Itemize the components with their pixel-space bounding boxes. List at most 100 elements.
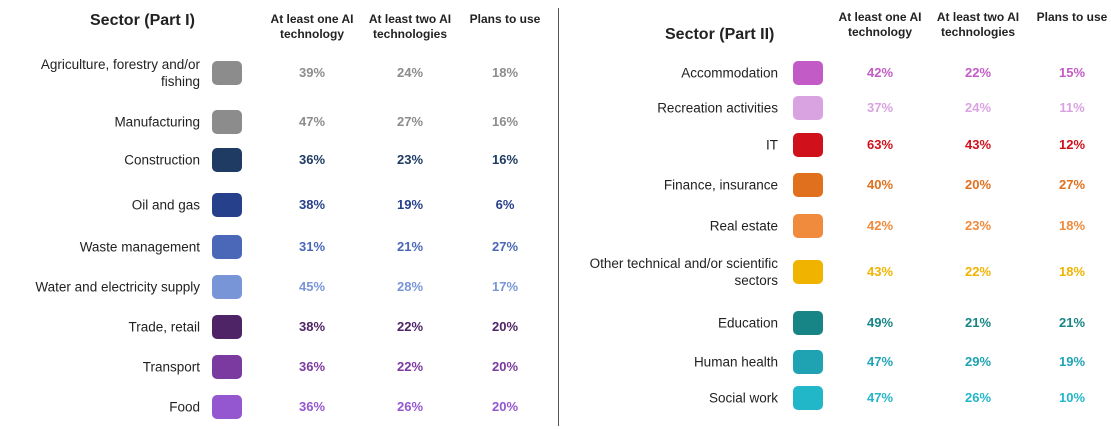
value-cell: 47%: [298, 114, 326, 129]
value-cell: 29%: [964, 354, 992, 369]
value-cell: 20%: [964, 177, 992, 192]
sector-icon: [793, 214, 823, 238]
sector-icon: [212, 61, 242, 85]
value-cell: 23%: [964, 218, 992, 233]
value-cell: 21%: [1058, 315, 1086, 330]
value-cell: 6%: [495, 197, 515, 212]
sector-icon: [212, 395, 242, 419]
value-cell: 16%: [491, 114, 519, 129]
value-cell: 26%: [396, 399, 424, 414]
sector-icon: [793, 133, 823, 157]
value-cell: 37%: [866, 100, 894, 115]
sector-icon: [793, 96, 823, 120]
value-cell: 22%: [396, 319, 424, 334]
sector-icon: [212, 275, 242, 299]
value-cell: 20%: [491, 399, 519, 414]
value-cell: 22%: [964, 264, 992, 279]
value-cell: 24%: [396, 65, 424, 80]
value-cell: 27%: [1058, 177, 1086, 192]
value-cell: 24%: [964, 100, 992, 115]
sector-label: Manufacturing: [114, 114, 200, 130]
column-header: Plans to use: [1036, 10, 1108, 24]
value-cell: 47%: [866, 390, 894, 405]
sector-label: Oil and gas: [131, 197, 200, 213]
sector-label: Finance, insurance: [663, 177, 778, 193]
sector-icon: [793, 260, 823, 284]
sector-label: Accommodation: [681, 65, 778, 81]
value-cell: 10%: [1058, 390, 1086, 405]
value-cell: 22%: [964, 65, 992, 80]
sector-label: Waste management: [79, 239, 200, 255]
sector-label: Food: [169, 399, 200, 415]
sector-label: IT: [766, 137, 778, 153]
value-cell: 38%: [298, 197, 326, 212]
value-cell: 12%: [1058, 137, 1086, 152]
value-cell: 17%: [491, 279, 519, 294]
value-cell: 36%: [298, 152, 326, 167]
value-cell: 16%: [491, 152, 519, 167]
value-cell: 45%: [298, 279, 326, 294]
value-cell: 22%: [396, 359, 424, 374]
value-cell: 39%: [298, 65, 326, 80]
sector-label: Other technical and/or scientific sector…: [589, 256, 778, 288]
value-cell: 15%: [1058, 65, 1086, 80]
value-cell: 26%: [964, 390, 992, 405]
value-cell: 43%: [866, 264, 894, 279]
sector-label: Water and electricity supply: [35, 279, 200, 295]
value-cell: 31%: [298, 239, 326, 254]
value-cell: 20%: [491, 359, 519, 374]
sector-icon: [212, 355, 242, 379]
sector-icon: [793, 311, 823, 335]
sector-label: Recreation activities: [657, 100, 778, 116]
value-cell: 49%: [866, 315, 894, 330]
value-cell: 19%: [396, 197, 424, 212]
sector-label: Education: [717, 315, 778, 331]
column-header: At least two AI technologies: [936, 10, 1020, 39]
sector-icon: [793, 61, 823, 85]
value-cell: 18%: [491, 65, 519, 80]
value-cell: 63%: [866, 137, 894, 152]
value-cell: 20%: [491, 319, 519, 334]
value-cell: 27%: [396, 114, 424, 129]
value-cell: 11%: [1059, 100, 1085, 115]
value-cell: 40%: [866, 177, 894, 192]
table-title: Sector (Part II): [665, 26, 775, 43]
sector-label: Real estate: [709, 218, 778, 234]
sector-label: Transport: [142, 359, 200, 375]
sector-icon: [212, 193, 242, 217]
table-title: Sector (Part I): [90, 12, 195, 29]
sector-icon: [212, 315, 242, 339]
sector-label: Human health: [693, 354, 778, 370]
value-cell: 18%: [1058, 264, 1086, 279]
column-header: Plans to use: [469, 12, 541, 26]
sector-icon: [793, 173, 823, 197]
value-cell: 27%: [491, 239, 519, 254]
value-cell: 43%: [964, 137, 992, 152]
value-cell: 36%: [298, 399, 326, 414]
value-cell: 36%: [298, 359, 326, 374]
value-cell: 47%: [866, 354, 894, 369]
value-cell: 42%: [866, 65, 894, 80]
sector-icon: [212, 235, 242, 259]
value-cell: 21%: [964, 315, 992, 330]
value-cell: 18%: [1058, 218, 1086, 233]
value-cell: 23%: [396, 152, 424, 167]
column-header: At least one AI technology: [270, 12, 354, 41]
sector-label: Agriculture, forestry and/or fishing: [40, 57, 200, 89]
divider: [558, 8, 559, 426]
value-cell: 38%: [298, 319, 326, 334]
column-header: At least two AI technologies: [368, 12, 452, 41]
column-header: At least one AI technology: [838, 10, 922, 39]
sector-icon: [793, 386, 823, 410]
sector-icon: [212, 148, 242, 172]
sector-label: Trade, retail: [128, 319, 200, 335]
value-cell: 19%: [1058, 354, 1086, 369]
value-cell: 21%: [396, 239, 424, 254]
value-cell: 42%: [866, 218, 894, 233]
sector-icon: [212, 110, 242, 134]
sector-label: Construction: [124, 152, 200, 168]
sector-label: Social work: [708, 390, 778, 406]
sector-icon: [793, 350, 823, 374]
value-cell: 28%: [396, 279, 424, 294]
